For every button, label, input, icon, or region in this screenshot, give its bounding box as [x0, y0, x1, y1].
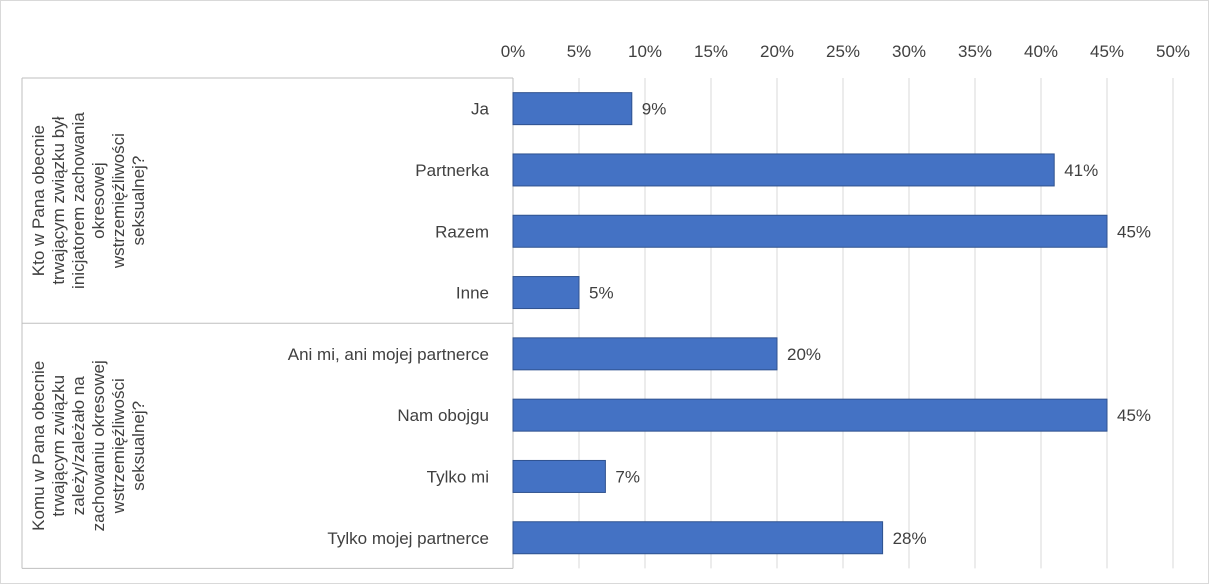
data-labels: 9% 41% 45% 5% 20% 45% 7% 28%: [589, 100, 1151, 548]
data-label: 28%: [893, 529, 927, 548]
category-label: Tylko mi: [427, 467, 489, 486]
data-label: 45%: [1117, 222, 1151, 241]
bar: [512, 521, 884, 555]
category-labels: Ja Partnerka Razem Inne Ani mi, ani mojej pa…: [288, 100, 490, 548]
x-tick-label: 20%: [760, 42, 794, 61]
bar: [512, 398, 1108, 432]
bar: [512, 92, 633, 126]
bar: [512, 153, 1055, 187]
x-tick-label: 5%: [567, 42, 592, 61]
group-label: Komu w Pana obecnietrwającym związkuzale…: [29, 360, 148, 531]
category-label: Ani mi, ani mojej partnerce: [288, 345, 489, 364]
data-label: 41%: [1064, 161, 1098, 180]
bar: [512, 276, 580, 310]
x-tick-label: 0%: [501, 42, 526, 61]
category-label: Inne: [456, 284, 489, 303]
group-labels: Kto w Pana obecnietrwającym związku byłi…: [29, 112, 148, 532]
bar: [512, 214, 1108, 248]
x-tick-label: 40%: [1024, 42, 1058, 61]
x-tick-label: 15%: [694, 42, 728, 61]
x-tick-label: 45%: [1090, 42, 1124, 61]
category-label: Ja: [471, 100, 490, 119]
x-tick-label: 10%: [628, 42, 662, 61]
x-tick-label: 50%: [1156, 42, 1190, 61]
data-label: 7%: [615, 467, 640, 486]
gridlines: [578, 78, 1174, 569]
bars: [512, 92, 1108, 555]
data-label: 5%: [589, 284, 614, 303]
category-label: Nam obojgu: [397, 406, 489, 425]
x-tick-label: 30%: [892, 42, 926, 61]
bar: [512, 337, 778, 371]
x-tick-label: 25%: [826, 42, 860, 61]
x-axis-tick-labels: 0% 5% 10% 15% 20% 25% 30% 35% 40% 45% 50%: [501, 42, 1190, 61]
group-label: Kto w Pana obecnietrwającym związku byłi…: [29, 112, 148, 289]
data-label: 20%: [787, 345, 821, 364]
data-label: 45%: [1117, 406, 1151, 425]
category-label: Partnerka: [415, 161, 489, 180]
category-label: Razem: [435, 222, 489, 241]
category-label: Tylko mojej partnerce: [327, 529, 489, 548]
bar: [512, 459, 606, 493]
data-label: 9%: [642, 100, 667, 119]
x-tick-label: 35%: [958, 42, 992, 61]
